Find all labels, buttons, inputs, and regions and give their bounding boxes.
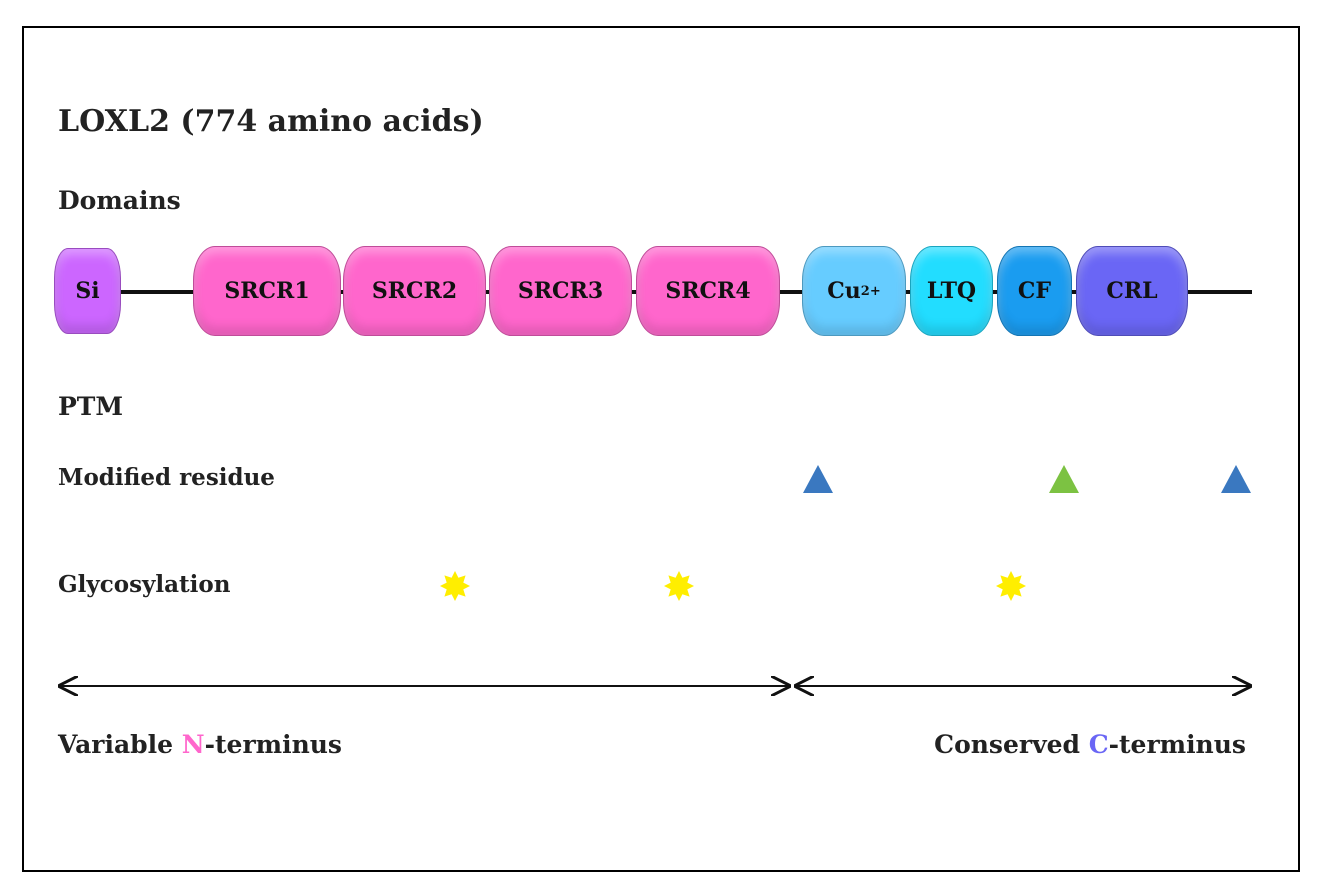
figure-frame — [22, 26, 1300, 872]
n-letter: N — [181, 730, 205, 759]
domain-label-superscript: 2+ — [860, 283, 881, 299]
glycosylation-star-icon — [996, 571, 1026, 601]
domain-crl: CRL — [1076, 246, 1188, 336]
domain-label: CRL — [1106, 278, 1158, 304]
domain-si: Si — [54, 248, 121, 334]
modified-residue-label: Modified residue — [58, 464, 275, 491]
domain-label: SRCR1 — [224, 278, 310, 304]
domain-label: LTQ — [926, 278, 977, 304]
modified-residue-marker — [1049, 465, 1079, 493]
glycosylation-label: Glycosylation — [58, 571, 231, 598]
c-terminus-label: Conserved C-terminus — [934, 730, 1246, 759]
n-terminus-suffix: -terminus — [204, 730, 343, 759]
domain-cf: CF — [997, 246, 1072, 336]
ptm-heading: PTM — [58, 392, 124, 421]
glycosylation-star-icon — [664, 571, 694, 601]
domain-ltq: LTQ — [910, 246, 993, 336]
c-terminus-suffix: -terminus — [1108, 730, 1246, 759]
c-letter: C — [1088, 730, 1109, 759]
domain-srcr1: SRCR1 — [193, 246, 341, 336]
domains-heading: Domains — [58, 186, 181, 215]
glycosylation-star-icon — [440, 571, 470, 601]
domain-srcr4: SRCR4 — [636, 246, 780, 336]
c-terminus-prefix: Conserved — [934, 730, 1089, 759]
n-terminus-label: Variable N-terminus — [58, 730, 342, 759]
domain-cu: Cu 2+ — [802, 246, 906, 336]
domain-srcr2: SRCR2 — [343, 246, 486, 336]
figure-title: LOXL2 (774 amino acids) — [58, 104, 484, 139]
domain-label: SRCR2 — [371, 278, 458, 304]
domain-label: Cu — [827, 278, 861, 304]
domain-label: Si — [75, 278, 100, 304]
n-terminus-prefix: Variable — [58, 730, 182, 759]
domain-srcr3: SRCR3 — [489, 246, 632, 336]
domain-label: SRCR4 — [665, 278, 751, 304]
modified-residue-marker — [1221, 465, 1251, 493]
domain-label: CF — [1017, 278, 1052, 304]
domain-label: SRCR3 — [517, 278, 604, 304]
modified-residue-marker — [803, 465, 833, 493]
